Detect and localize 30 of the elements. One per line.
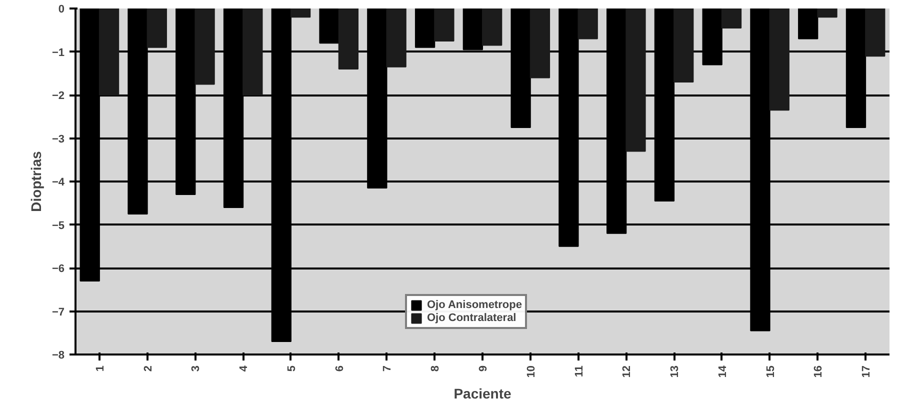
x-axis-title: Paciente — [454, 386, 512, 402]
x-tick-label: 5 — [286, 365, 298, 372]
x-tick-label: 7 — [382, 365, 394, 372]
y-tick-label: −5 — [52, 220, 65, 232]
x-tick-label: 4 — [238, 364, 250, 372]
y-tick-label: −3 — [52, 133, 65, 146]
y-tick-label: 0 — [58, 4, 65, 16]
x-tick-label: 10 — [525, 365, 538, 378]
x-tick-label: 6 — [334, 365, 346, 372]
x-tick-label: 16 — [812, 365, 825, 378]
x-tick-label: 15 — [764, 365, 777, 378]
x-tick-label: 13 — [669, 365, 682, 378]
x-tick-label: 9 — [478, 365, 490, 372]
x-tick-label: 12 — [621, 365, 634, 378]
x-tick-label: 3 — [190, 365, 202, 372]
x-tick-label: 17 — [860, 365, 873, 378]
y-tick-label: −6 — [52, 263, 65, 275]
y-axis-title: Dioptrias — [28, 150, 44, 212]
x-tick-label: 8 — [430, 365, 442, 372]
x-tick-label: 11 — [573, 365, 586, 378]
legend-label: Ojo Anisometrope — [427, 299, 522, 311]
legend-label: Ojo Contralateral — [427, 312, 516, 324]
x-tick-label: 14 — [716, 364, 729, 378]
y-tick-label: −7 — [52, 306, 65, 318]
y-tick-label: −2 — [52, 90, 65, 102]
y-tick-label: −8 — [52, 350, 65, 362]
y-tick-label: −1 — [52, 46, 65, 59]
x-tick-label: 2 — [142, 365, 154, 372]
y-tick-label: −4 — [52, 176, 66, 188]
x-tick-label: 1 — [94, 365, 106, 372]
